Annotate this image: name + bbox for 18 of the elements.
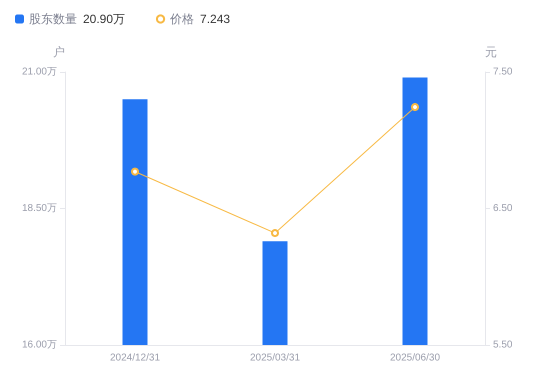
- x-tick-label: 2025/06/30: [390, 352, 440, 364]
- legend-label: 价格: [169, 12, 194, 26]
- text: 7.243: [200, 12, 230, 26]
- legend-label: 股东数量: [29, 12, 77, 26]
- point: [271, 229, 279, 238]
- y-axis-title: 户: [53, 45, 65, 59]
- y-tick-label: 21.00万: [22, 66, 57, 78]
- y2-tick-label: 5.50: [493, 340, 513, 350]
- y-tick-label: 16.00万: [22, 340, 57, 350]
- y2-tick-label: 6.50: [493, 203, 513, 214]
- text: 20.90万: [83, 12, 126, 26]
- x-tick-label: 2024/12/31: [110, 352, 160, 364]
- y2-tick-label: 7.50: [493, 66, 513, 78]
- y2-axis-title: 元: [485, 45, 497, 59]
- x-tick-label: 2025/03/31: [250, 352, 300, 364]
- point: [131, 168, 139, 176]
- y-tick-label: 18.50万: [22, 203, 57, 214]
- point: [411, 103, 419, 112]
